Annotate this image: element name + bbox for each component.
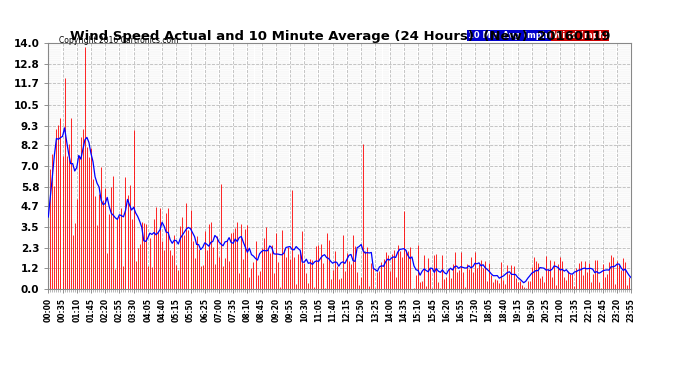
Text: Copyright 2016 Cartronics.com: Copyright 2016 Cartronics.com	[59, 36, 178, 45]
Title: Wind Speed Actual and 10 Minute Average (24 Hours)  (New)  20160119: Wind Speed Actual and 10 Minute Average …	[70, 30, 610, 43]
Text: 10 Min Avg (mph): 10 Min Avg (mph)	[468, 31, 552, 40]
Text: Wind (mph): Wind (mph)	[553, 31, 608, 40]
